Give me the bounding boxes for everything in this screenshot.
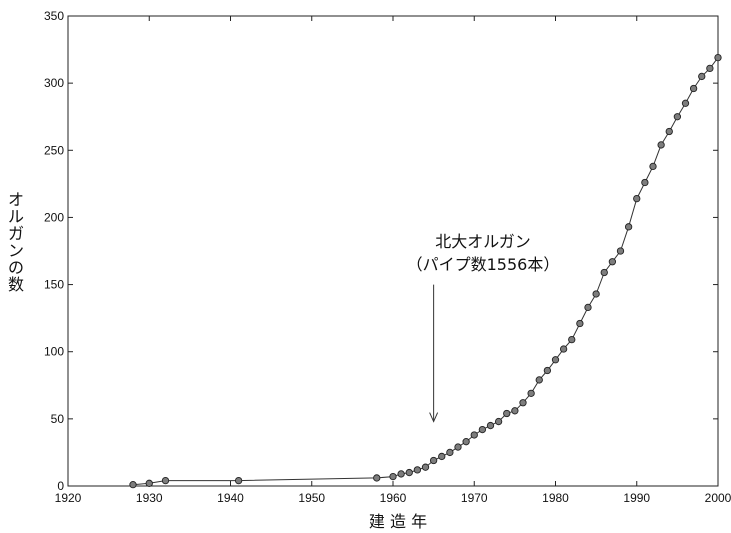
y-tick-label: 350 xyxy=(44,9,64,23)
data-point xyxy=(714,53,722,62)
x-tick-label: 1970 xyxy=(461,491,488,505)
data-point xyxy=(511,407,519,415)
data-point xyxy=(145,479,153,487)
y-tick-label: 250 xyxy=(44,143,64,157)
axis-ticks xyxy=(67,15,719,487)
data-point xyxy=(234,476,243,485)
y-tick-label: 0 xyxy=(57,479,64,493)
data-point xyxy=(673,113,682,121)
data-point xyxy=(527,389,535,397)
data-point xyxy=(681,99,690,107)
data-point xyxy=(543,366,552,375)
data-point xyxy=(494,417,503,426)
x-tick-label: 1950 xyxy=(298,491,325,505)
data-point xyxy=(421,463,430,471)
data-point xyxy=(624,223,633,231)
y-tick-label: 200 xyxy=(44,210,64,224)
data-point xyxy=(397,470,405,478)
series-line xyxy=(132,57,719,486)
y-tick-label: 100 xyxy=(44,345,64,359)
y-axis-title-char: ガ xyxy=(8,224,24,243)
arrow-head xyxy=(429,412,439,423)
data-point xyxy=(129,481,137,489)
x-tick-label: 1990 xyxy=(623,491,650,505)
x-axis-title: 建 造 年 xyxy=(369,512,427,531)
data-point xyxy=(608,258,617,266)
data-point xyxy=(470,431,478,439)
data-point xyxy=(429,456,438,465)
data-point xyxy=(576,319,584,328)
data-point xyxy=(535,376,543,384)
data-point xyxy=(568,335,576,344)
data-point xyxy=(161,476,170,485)
data-point xyxy=(454,443,462,451)
y-axis-title-char: 数 xyxy=(8,275,24,294)
annotation-arrow xyxy=(429,284,439,423)
annotation-line2: （パイプ数1556本） xyxy=(407,255,560,274)
data-point xyxy=(446,448,454,457)
data-point xyxy=(486,421,495,430)
data-point xyxy=(641,178,649,187)
x-tick-label: 1930 xyxy=(136,491,163,505)
x-tick-label: 1960 xyxy=(380,491,407,505)
data-point xyxy=(373,474,381,482)
data-point xyxy=(706,64,714,73)
data-point xyxy=(389,472,397,481)
data-point xyxy=(559,345,568,353)
data-point xyxy=(478,425,487,434)
data-point xyxy=(519,399,527,407)
data-point xyxy=(592,290,600,298)
data-point xyxy=(413,466,422,474)
y-axis-title-char: の xyxy=(8,258,24,277)
x-tick-label: 1980 xyxy=(542,491,569,505)
data-point xyxy=(438,452,446,461)
y-axis-title-char: ン xyxy=(8,241,24,260)
data-point xyxy=(665,127,673,136)
y-axis-title-char: ル xyxy=(8,207,24,226)
data-point xyxy=(462,438,470,446)
data-point xyxy=(616,247,625,255)
data-point xyxy=(633,194,641,203)
data-point xyxy=(649,162,657,171)
y-tick-label: 50 xyxy=(51,412,65,426)
x-tick-label: 1920 xyxy=(55,491,82,505)
data-point xyxy=(405,468,413,477)
data-point xyxy=(551,356,560,364)
data-point xyxy=(600,268,608,277)
x-tick-label: 2000 xyxy=(705,491,731,505)
y-tick-label: 300 xyxy=(44,76,64,90)
data-point xyxy=(584,303,592,312)
data-points xyxy=(129,53,722,489)
y-tick-label: 150 xyxy=(44,278,64,292)
annotation-line1: 北大オルガン xyxy=(435,232,531,251)
data-point xyxy=(689,84,698,93)
x-tick-label: 1940 xyxy=(217,491,244,505)
data-point xyxy=(698,72,706,81)
data-point xyxy=(503,409,511,418)
axis-tick-labels: 1920 1930 1940 1950 1960 1970 1980 1990 2000 0 50 1… xyxy=(44,9,731,505)
y-axis-title-char: オ xyxy=(8,190,24,209)
data-point xyxy=(657,141,665,149)
